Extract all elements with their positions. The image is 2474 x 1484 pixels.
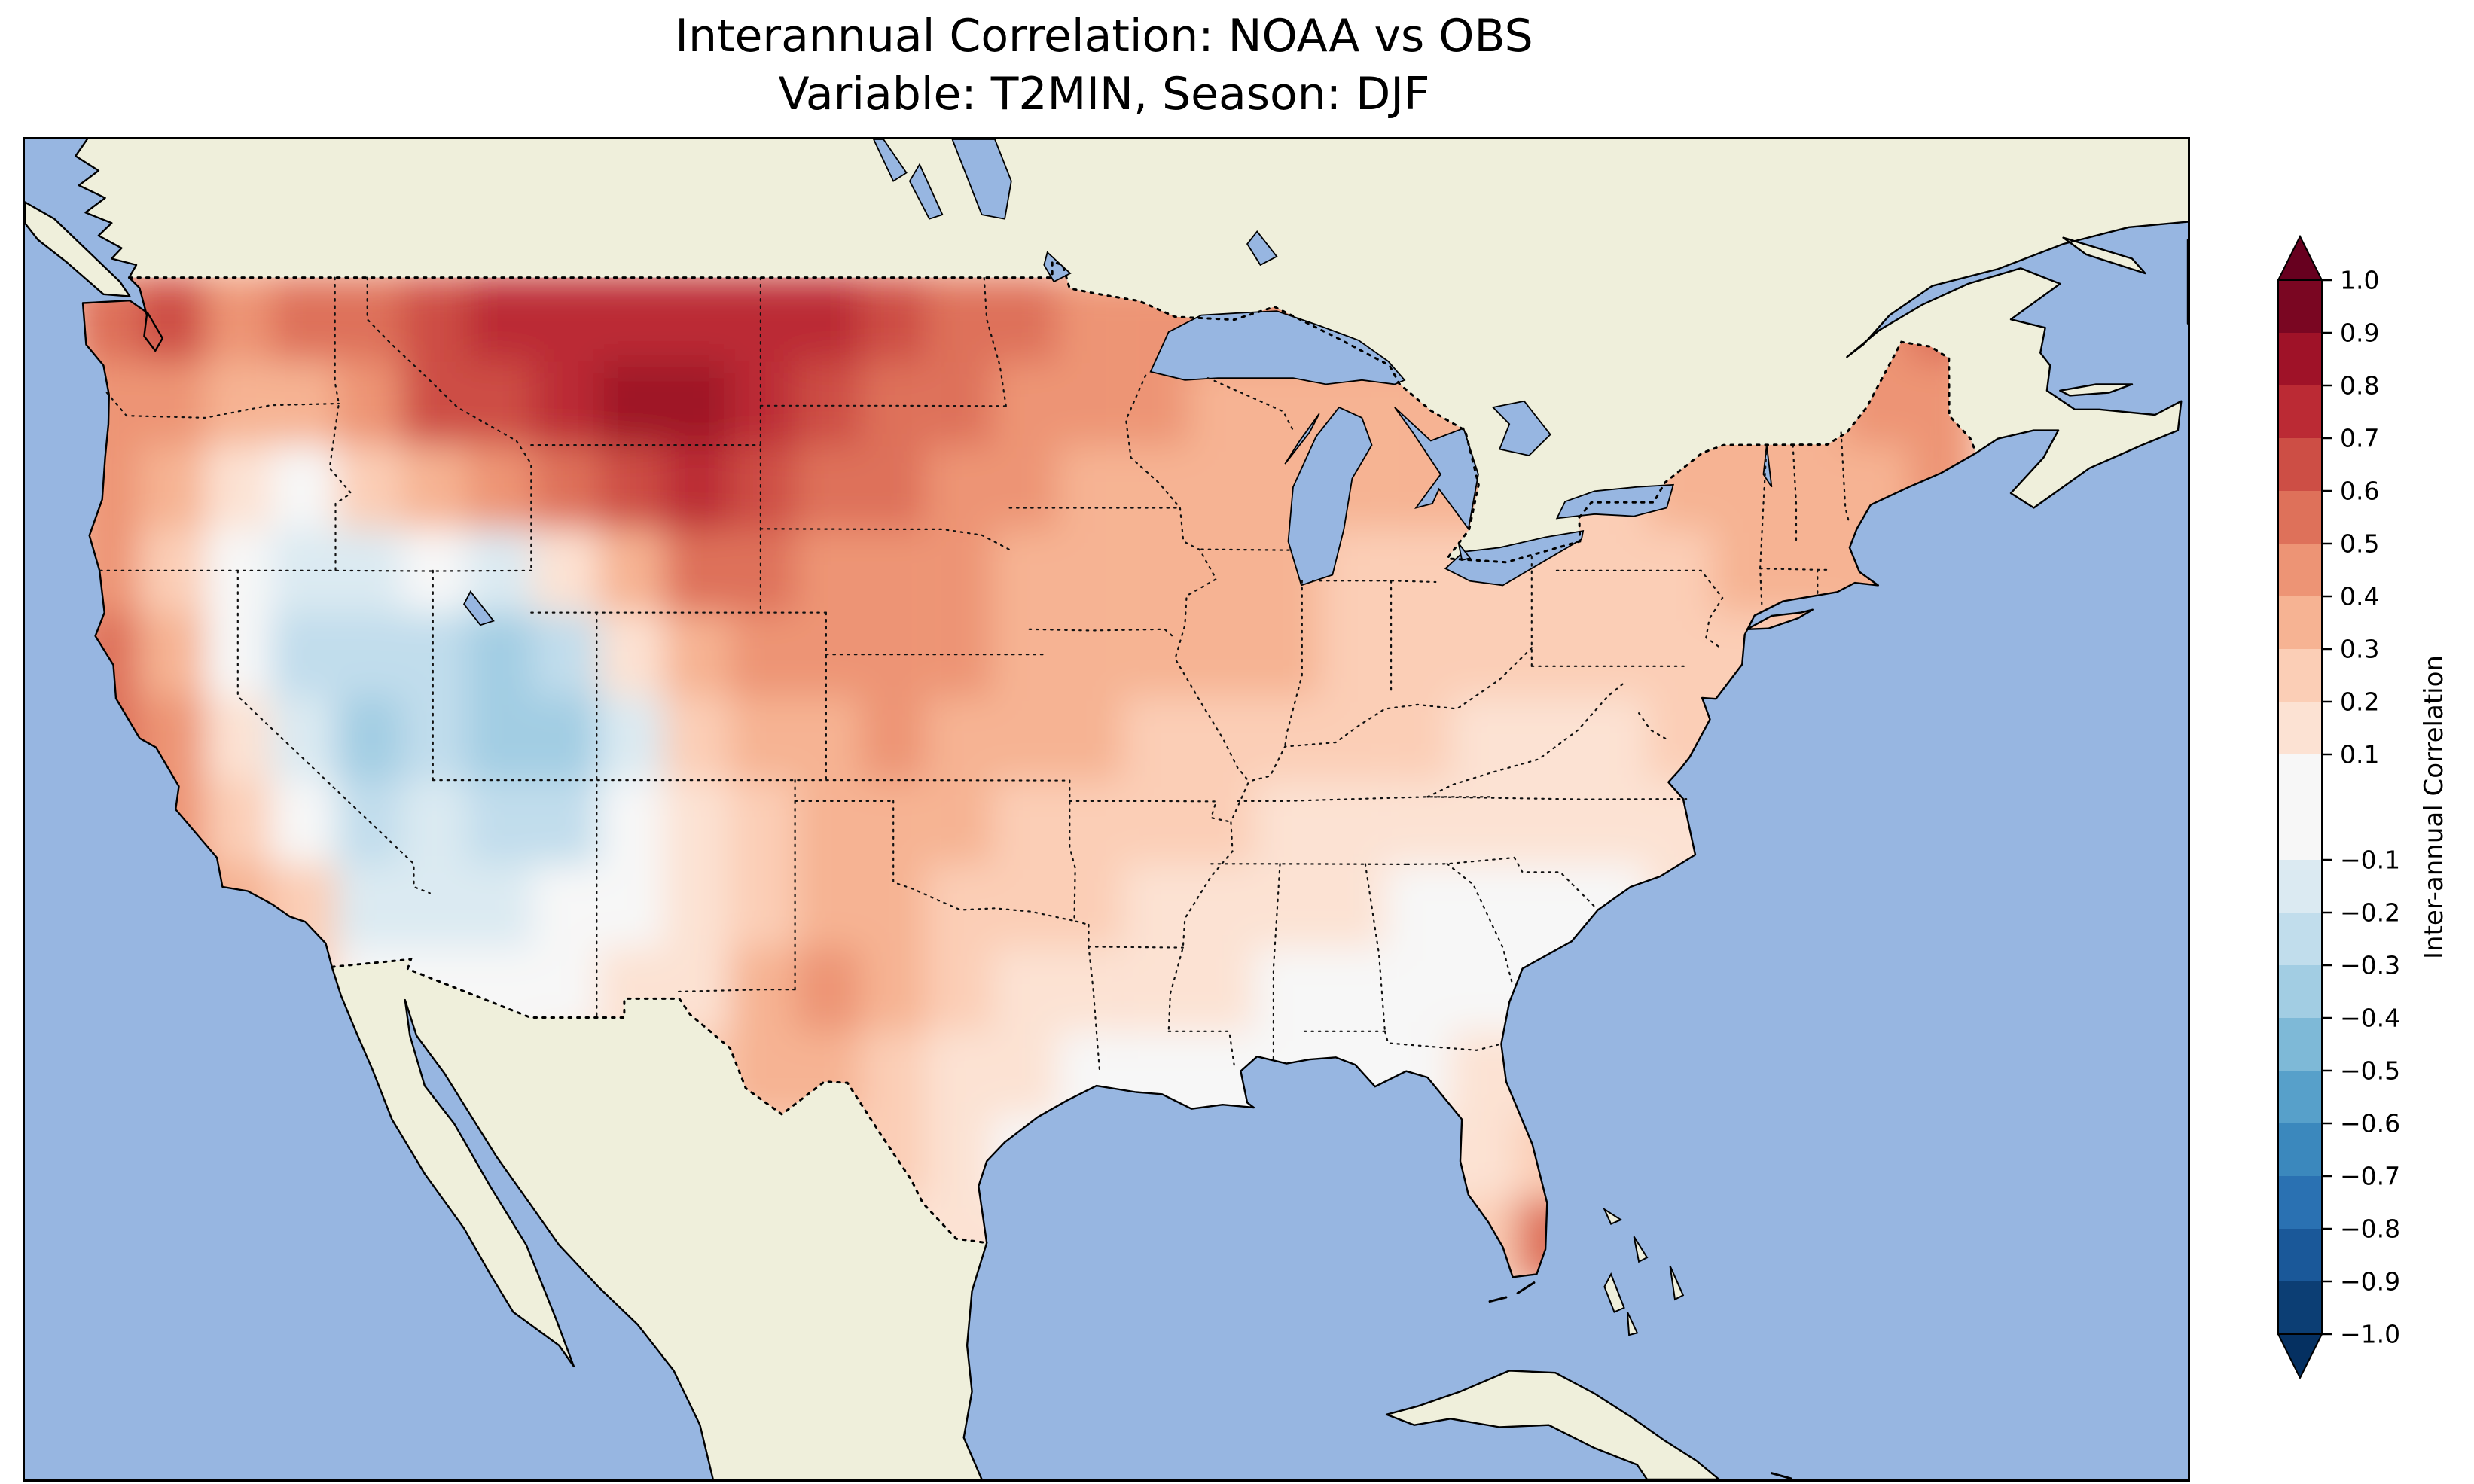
vancouver-island-landmass — [25, 202, 130, 297]
colorbar-tick-label: 0.2 — [2340, 687, 2379, 717]
state-borders — [99, 276, 1850, 1074]
colorbar-tick-label: −0.9 — [2340, 1267, 2400, 1297]
colorbar-tick-label: 0.1 — [2340, 740, 2379, 769]
anticosti-landmass — [2063, 237, 2146, 273]
coastlines — [25, 139, 2188, 1479]
colorbar-ticks: 1.0 0.9 0.8 0.7 0.6 0.5 0.4 0.3 0.2 0.1 −0.1 −0.2 −0… — [2322, 266, 2400, 1349]
lake-winnipeg — [951, 139, 1012, 220]
colorbar-tick-label: −0.4 — [2340, 1004, 2400, 1033]
lake-huron — [1394, 407, 1479, 531]
lake-gsl — [463, 590, 495, 626]
colorbar-tick-label: −1.0 — [2340, 1320, 2400, 1349]
colorbar-axis-label: Inter-annual Correlation — [2419, 655, 2449, 959]
colorbar-tick-label: −0.6 — [2340, 1109, 2400, 1138]
cuba-landmass — [1386, 1370, 1719, 1479]
colorbar-arrow-over — [2277, 235, 2323, 281]
lake-nipigon — [1246, 230, 1278, 267]
colorbar-tick-label: −0.1 — [2340, 846, 2400, 875]
lake-greenbay — [1284, 413, 1320, 465]
lake-erie — [1444, 530, 1585, 587]
lake-michigan — [1287, 406, 1373, 587]
colorbar-tick-label: −0.3 — [2340, 951, 2400, 980]
canada-landmass — [75, 139, 2188, 562]
national-borders — [127, 260, 1978, 1245]
colorbar-tick-label: 0.4 — [2340, 582, 2379, 611]
mexico-landmass — [331, 959, 987, 1479]
colorbar-tick-label: 0.5 — [2340, 529, 2379, 559]
colorbar-tick-label: −0.8 — [2340, 1214, 2400, 1244]
colorbar-tick-label: 0.3 — [2340, 635, 2379, 664]
colorbar-tick-label: 0.7 — [2340, 424, 2379, 453]
colorbar-tick-label: −0.7 — [2340, 1162, 2400, 1191]
figure-title-line2: Variable: T2MIN, Season: DJF — [778, 67, 1430, 120]
colorbar-tick-label: −0.5 — [2340, 1056, 2400, 1086]
lake-winnipegosis — [873, 139, 908, 182]
colorbar-tick-label: 1.0 — [2340, 266, 2379, 295]
lake-stclair — [1457, 543, 1472, 562]
lake-manitoba — [908, 163, 944, 220]
colorbar-tick-label: 0.9 — [2340, 318, 2379, 348]
map-panel — [23, 137, 2190, 1482]
lake-georgian — [1491, 400, 1551, 456]
us-correlation-map — [25, 139, 2188, 1479]
colorbar-bands — [2278, 280, 2322, 1334]
colorbar-tick-label: −0.2 — [2340, 898, 2400, 928]
colorbar-arrow-under — [2277, 1333, 2323, 1380]
pei-landmass — [2060, 384, 2132, 396]
colorbar-tick-label: 0.8 — [2340, 371, 2379, 401]
neighbor-landmasses — [25, 139, 2188, 1479]
lake-woods — [1043, 251, 1072, 283]
colorbar: 1.0 0.9 0.8 0.7 0.6 0.5 0.4 0.3 0.2 0.1 −0.1 −0.2 −0… — [2277, 235, 2449, 1380]
colorbar-tick-label: 0.6 — [2340, 477, 2379, 506]
lake-superior — [1149, 310, 1406, 385]
colorbar-outline — [2277, 279, 2323, 1335]
figure-title-line1: Interannual Correlation: NOAA vs OBS — [675, 10, 1533, 62]
figure-title: Interannual Correlation: NOAA vs OBS Var… — [23, 8, 2186, 123]
